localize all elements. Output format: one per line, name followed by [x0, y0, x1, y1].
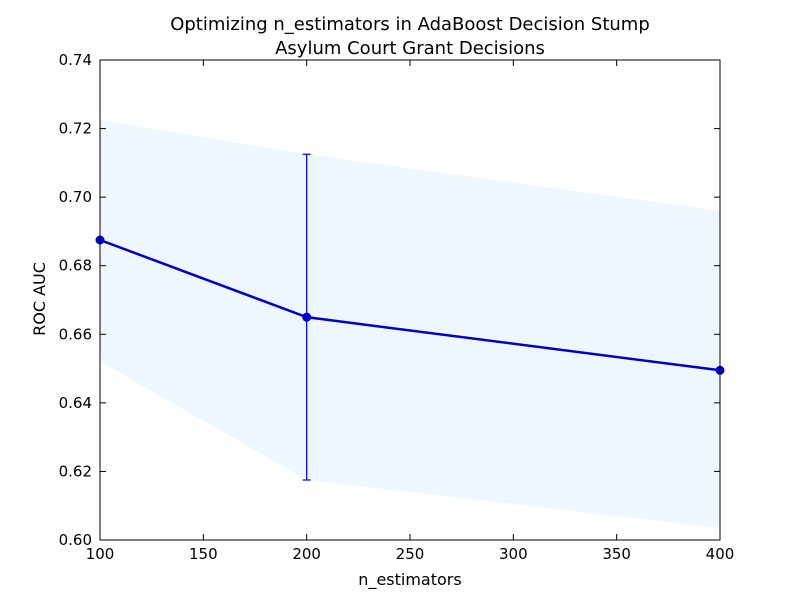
x-tick-label: 400 [706, 545, 735, 563]
x-tick-label: 300 [499, 545, 528, 563]
y-tick-label: 0.68 [59, 257, 92, 275]
y-tick-label: 0.62 [59, 462, 92, 480]
x-axis: 100 150 200 250 300 350 400 [86, 60, 735, 563]
y-tick-label: 0.74 [59, 51, 92, 69]
x-axis-label: n_estimators [358, 570, 461, 590]
confidence-band-layer [100, 120, 720, 528]
chart-subtitle: Asylum Court Grant Decisions [275, 38, 545, 59]
x-tick-label: 100 [86, 545, 115, 563]
y-tick-label: 0.72 [59, 120, 92, 138]
y-tick-label: 0.64 [59, 394, 92, 412]
y-tick-label: 0.60 [59, 531, 92, 549]
y-tick-label: 0.70 [59, 188, 92, 206]
x-tick-label: 350 [602, 545, 631, 563]
x-tick-label: 250 [396, 545, 425, 563]
confidence-band [100, 120, 720, 528]
x-tick-label: 200 [292, 545, 321, 563]
y-tick-label: 0.66 [59, 325, 92, 343]
y-axis-label: ROC AUC [30, 262, 49, 336]
x-tick-label: 150 [189, 545, 218, 563]
chart-title: Optimizing n_estimators in AdaBoost Deci… [170, 14, 650, 35]
y-axis: 0.60 0.62 0.64 0.66 0.68 0.70 0.72 0.74 [59, 51, 720, 549]
data-point [302, 312, 312, 322]
